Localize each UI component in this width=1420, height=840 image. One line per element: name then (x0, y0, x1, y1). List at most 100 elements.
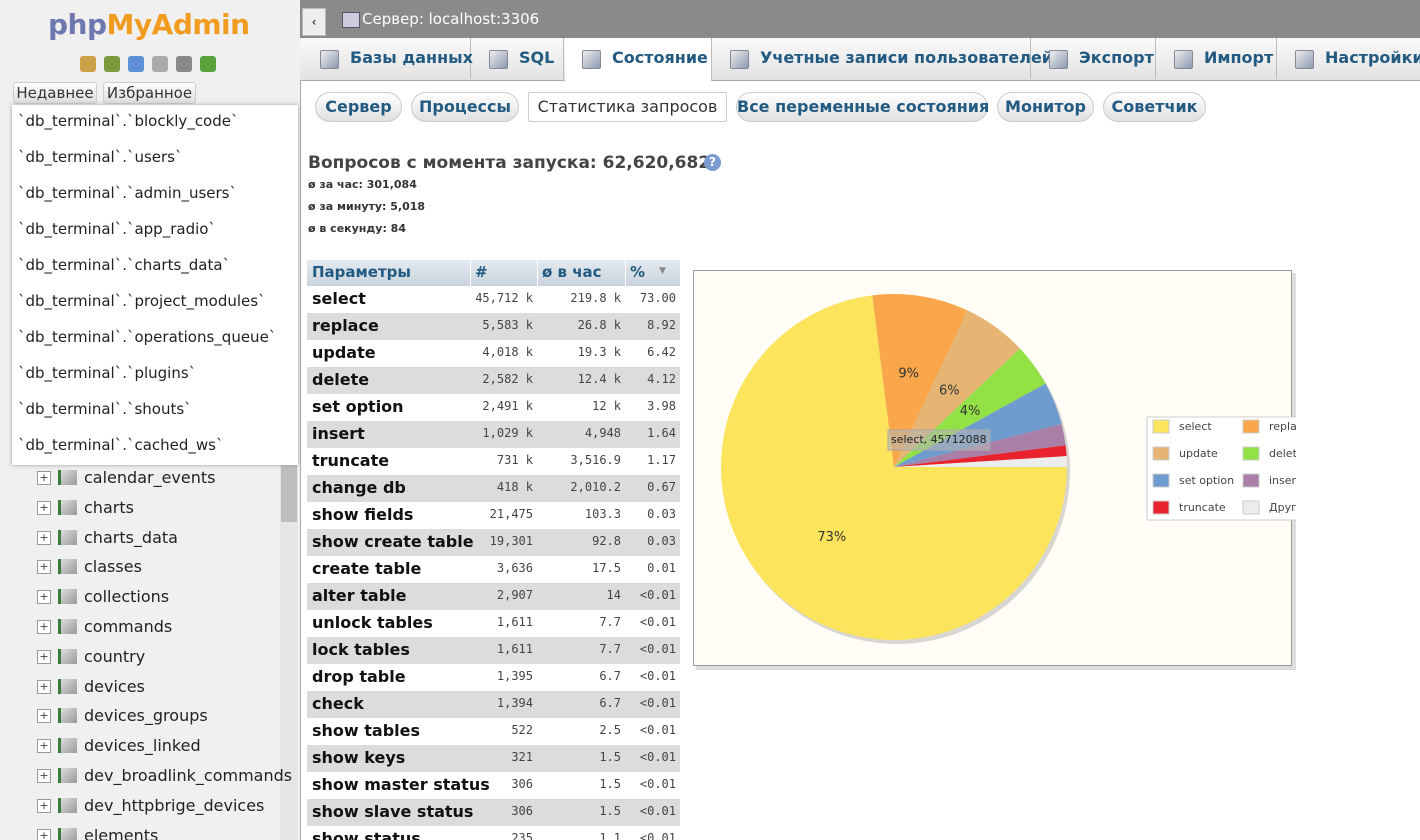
tab-label[interactable]: Учетные записи пользователей (760, 48, 1054, 67)
tree-item[interactable]: devices (84, 676, 145, 696)
expand-icon[interactable]: + (37, 649, 51, 664)
tree-item[interactable]: country (84, 646, 146, 666)
table-cell: 1,611 (496, 615, 533, 629)
tree-item[interactable]: commands (84, 617, 173, 636)
logo[interactable]: phpMyAdmin (48, 8, 250, 41)
expand-icon[interactable]: + (37, 560, 51, 575)
recent-item[interactable]: `db_terminal`.`charts_data` (18, 256, 231, 274)
query-type: show tables (312, 721, 421, 740)
table-cell: 306 (511, 777, 533, 791)
column-header[interactable]: % (630, 263, 646, 281)
nav-icon[interactable] (104, 56, 120, 72)
tree-item[interactable]: calendar_events (84, 468, 216, 487)
sidebar-button[interactable]: Избранное (103, 82, 196, 104)
table-cell: 19.3 k (577, 345, 621, 359)
pie-slice (894, 310, 1021, 467)
status-stat: ø за минуту: 5,018 (308, 200, 426, 213)
tree-item[interactable]: devices_linked (84, 736, 201, 756)
query-type: truncate (312, 451, 390, 470)
nav-icon[interactable] (176, 56, 192, 72)
scrollbar-thumb[interactable] (281, 465, 297, 522)
collapse-button[interactable]: ‹ (302, 8, 326, 36)
table-cell: 5,583 k (482, 318, 533, 332)
subtab[interactable]: Все переменные состояния (736, 92, 989, 122)
tab[interactable] (303, 38, 471, 79)
recent-item[interactable]: `db_terminal`.`users` (18, 148, 183, 166)
tree-item[interactable]: charts (84, 497, 134, 517)
recent-item[interactable]: `db_terminal`.`app_radio` (18, 220, 216, 238)
sort-arrow[interactable]: ▼ (659, 266, 666, 276)
query-type: create table (312, 559, 422, 578)
server-label[interactable]: Сервер: localhost:3306 (362, 10, 540, 28)
tree-item[interactable]: dev_httpbrige_devices (84, 795, 265, 815)
tab-label[interactable]: Базы данных (350, 48, 473, 67)
table-icon (58, 768, 77, 783)
tree-item[interactable]: elements (84, 825, 159, 840)
expand-icon[interactable]: + (37, 828, 51, 840)
tree-item[interactable]: devices_groups (84, 706, 208, 726)
sidebar-button[interactable]: Недавнее (13, 82, 97, 104)
subtab[interactable]: Советчик (1103, 92, 1206, 122)
tree-item[interactable]: charts_data (84, 527, 178, 547)
table-cell: 731 k (496, 453, 533, 467)
expand-icon[interactable]: + (37, 590, 51, 605)
tab-label[interactable]: Импорт (1204, 48, 1274, 67)
tab[interactable] (713, 38, 1031, 79)
recent-item[interactable]: `db_terminal`.`plugins` (18, 364, 197, 382)
nav-icon[interactable] (80, 56, 96, 72)
nav-icon[interactable] (128, 56, 144, 72)
tab-label[interactable]: Состояние (612, 48, 708, 67)
subtab[interactable]: Монитор (997, 92, 1094, 122)
expand-icon[interactable]: + (37, 471, 51, 485)
nav-icon[interactable] (152, 56, 168, 72)
tree-item[interactable]: classes (84, 557, 142, 577)
slice-label: 9% (898, 367, 919, 382)
table-cell: 1.17 (647, 453, 676, 467)
subtab[interactable]: Сервер (315, 92, 402, 122)
recent-item[interactable]: `db_terminal`.`cached_ws` (18, 436, 224, 454)
recent-dropdown (12, 105, 298, 465)
tree-item[interactable]: collections (84, 587, 170, 607)
subtab[interactable]: Статистика запросов (528, 92, 727, 122)
table-icon (58, 678, 77, 694)
expand-icon[interactable]: + (37, 530, 51, 545)
tab-label[interactable]: Настройки (1325, 48, 1420, 67)
nav-icon[interactable] (200, 56, 216, 72)
recent-item[interactable]: `db_terminal`.`blockly_code` (18, 112, 239, 130)
recent-item[interactable]: `db_terminal`.`admin_users` (18, 184, 238, 202)
tab-icon (1295, 50, 1314, 69)
table-icon (58, 529, 77, 545)
tab[interactable] (1032, 38, 1156, 79)
query-type: select (312, 289, 366, 308)
recent-item[interactable]: `db_terminal`.`project_modules` (18, 292, 266, 310)
table-cell: 1.64 (647, 426, 676, 440)
tab-label[interactable]: Экспорт (1079, 48, 1154, 67)
tab[interactable] (472, 38, 564, 79)
help-icon[interactable]: ? (704, 154, 721, 171)
tab[interactable] (1157, 38, 1277, 79)
expand-icon[interactable]: + (37, 769, 51, 783)
column-header[interactable]: Параметры (312, 263, 411, 281)
expand-icon[interactable]: + (37, 620, 51, 634)
recent-item[interactable]: `db_terminal`.`operations_queue` (18, 328, 277, 346)
expand-icon[interactable]: + (37, 798, 51, 813)
recent-item[interactable]: `db_terminal`.`shouts` (18, 400, 192, 418)
expand-icon[interactable]: + (37, 739, 51, 754)
tree-item[interactable]: dev_broadlink_commands (84, 766, 293, 785)
query-type: set option (312, 397, 404, 416)
column-header[interactable]: # (475, 263, 488, 281)
table-row (307, 529, 680, 556)
scrollbar[interactable] (280, 465, 298, 840)
column-header[interactable]: ø в час (542, 263, 602, 281)
table-icon (58, 589, 77, 605)
tab-label[interactable]: SQL (519, 48, 555, 67)
subtab[interactable]: Процессы (411, 92, 519, 122)
expand-icon[interactable]: + (37, 500, 51, 515)
expand-icon[interactable]: + (37, 679, 51, 694)
table-cell: <0.01 (639, 669, 676, 683)
expand-icon[interactable]: + (37, 709, 51, 724)
topbar (300, 0, 1420, 38)
table-cell: 0.03 (647, 507, 676, 521)
legend-swatch (1242, 500, 1260, 515)
table-cell: 1,394 (496, 696, 533, 710)
